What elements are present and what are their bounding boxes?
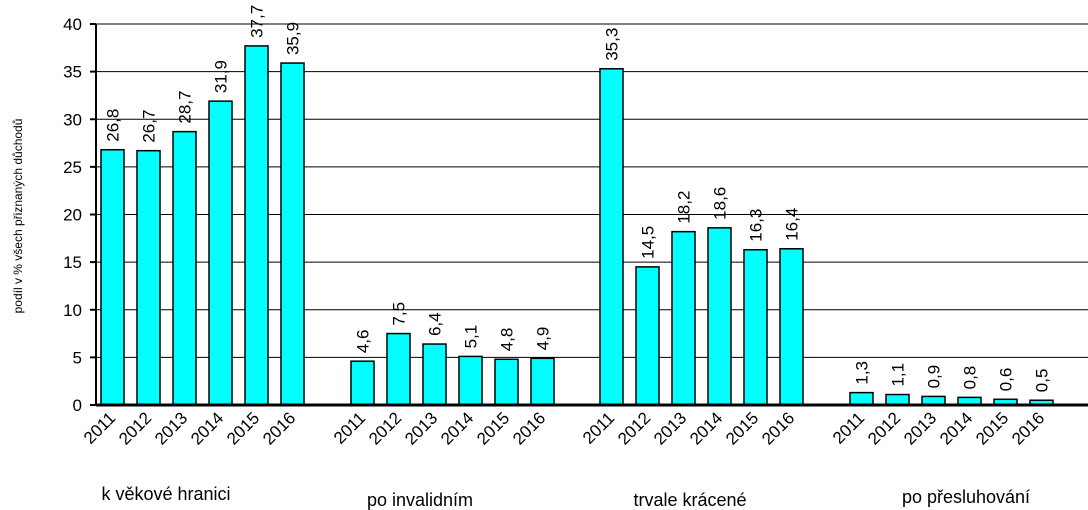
y-tick-label: 5 xyxy=(73,348,82,367)
bar-value-label: 35,3 xyxy=(603,28,622,61)
x-tick-label: 2014 xyxy=(437,408,477,448)
y-tick-label: 35 xyxy=(63,63,82,82)
bar-value-label: 18,2 xyxy=(675,191,694,224)
bar xyxy=(743,248,768,406)
bar xyxy=(530,357,555,406)
bar-value-label: 14,5 xyxy=(639,226,658,259)
bar-value-label: 0,9 xyxy=(925,365,944,389)
x-tick-label: 2015 xyxy=(473,408,513,448)
bar xyxy=(494,358,519,406)
bar-value-label: 1,3 xyxy=(853,361,872,385)
x-tick-label: 2016 xyxy=(509,408,549,448)
x-tick-label: 2013 xyxy=(900,408,940,448)
group-label: trvale krácené xyxy=(633,490,746,510)
bar xyxy=(100,148,125,406)
bars: 26,8 26,7 28,7 31,9 37,7 35,9 4,6 7,5 6,4 5,1 4,8 4… xyxy=(100,5,1054,406)
x-tick-label: 2013 xyxy=(401,408,441,448)
bar-value-label: 4,8 xyxy=(498,328,517,352)
y-tick-label: 10 xyxy=(63,301,82,320)
bar-value-label: 1,1 xyxy=(889,363,908,387)
bar xyxy=(885,393,910,406)
x-tick-label: 2011 xyxy=(330,408,369,447)
bar xyxy=(707,227,732,406)
x-tick-label: 2012 xyxy=(115,408,155,448)
bar-value-label: 31,9 xyxy=(212,60,231,93)
x-tick-label: 2011 xyxy=(829,408,868,447)
bar-value-label: 7,5 xyxy=(390,302,409,326)
bar-value-label: 26,7 xyxy=(140,110,159,143)
bar xyxy=(136,149,161,406)
bar-value-label: 16,3 xyxy=(747,209,766,242)
bar xyxy=(280,62,305,406)
x-tick-label: 2013 xyxy=(151,408,191,448)
bar xyxy=(458,355,483,406)
x-tick-label: 2013 xyxy=(650,408,690,448)
x-tick-label: 2016 xyxy=(758,408,798,448)
group-labels: k věkové hranici po invalidním trvale krác… xyxy=(101,484,1030,510)
bar-value-label: 16,4 xyxy=(783,208,802,241)
bar-value-label: 0,5 xyxy=(1033,369,1052,393)
bar-value-label: 5,1 xyxy=(462,325,481,349)
bar xyxy=(599,68,624,406)
y-tick-label: 0 xyxy=(73,396,82,415)
x-tick-label: 2012 xyxy=(864,408,904,448)
x-tick-label: 2011 xyxy=(579,408,618,447)
bar xyxy=(386,332,411,406)
axes xyxy=(95,24,1088,407)
bar xyxy=(779,248,804,406)
group-label: po invalidním xyxy=(367,490,473,510)
x-tick-label: 2012 xyxy=(365,408,405,448)
bar-value-label: 18,6 xyxy=(711,187,730,220)
x-tick-label: 2014 xyxy=(936,408,976,448)
y-axis-ticks: 0 5 10 15 20 25 30 35 40 xyxy=(63,15,96,415)
bar xyxy=(422,343,447,406)
bar-value-label: 4,6 xyxy=(354,330,373,354)
x-tick-label: 2015 xyxy=(722,408,762,448)
x-tick-label: 2011 xyxy=(80,408,119,447)
y-tick-label: 20 xyxy=(63,206,82,225)
x-tick-label: 2016 xyxy=(259,408,299,448)
bar-value-label: 6,4 xyxy=(426,312,445,336)
y-tick-label: 30 xyxy=(63,110,82,129)
x-tick-label: 2014 xyxy=(187,408,227,448)
bar-value-label: 35,9 xyxy=(284,22,303,55)
bar-value-label: 28,7 xyxy=(176,91,195,124)
bar-value-label: 0,6 xyxy=(997,368,1016,392)
bar-value-label: 0,8 xyxy=(961,366,980,390)
group-label: k věkové hranici xyxy=(101,484,230,504)
bar xyxy=(244,45,269,406)
y-tick-label: 40 xyxy=(63,15,82,34)
bar xyxy=(849,391,874,406)
bar xyxy=(671,230,696,406)
y-axis-label: podíl v % všech přiznaných důchodů xyxy=(11,119,25,314)
bar-value-label: 4,9 xyxy=(534,327,553,351)
bar xyxy=(172,130,197,406)
bar xyxy=(350,360,375,406)
y-tick-label: 25 xyxy=(63,158,82,177)
bar-value-label: 37,7 xyxy=(248,5,267,38)
x-tick-label: 2012 xyxy=(614,408,654,448)
bar xyxy=(208,100,233,406)
x-tick-label: 2015 xyxy=(223,408,263,448)
bar xyxy=(635,266,660,406)
x-tick-label: 2014 xyxy=(686,408,726,448)
x-tick-label: 2016 xyxy=(1008,408,1048,448)
y-tick-label: 15 xyxy=(63,253,82,272)
bar-value-label: 26,8 xyxy=(104,109,123,142)
group-label: po přesluhování xyxy=(902,487,1030,507)
x-tick-label: 2015 xyxy=(972,408,1012,448)
